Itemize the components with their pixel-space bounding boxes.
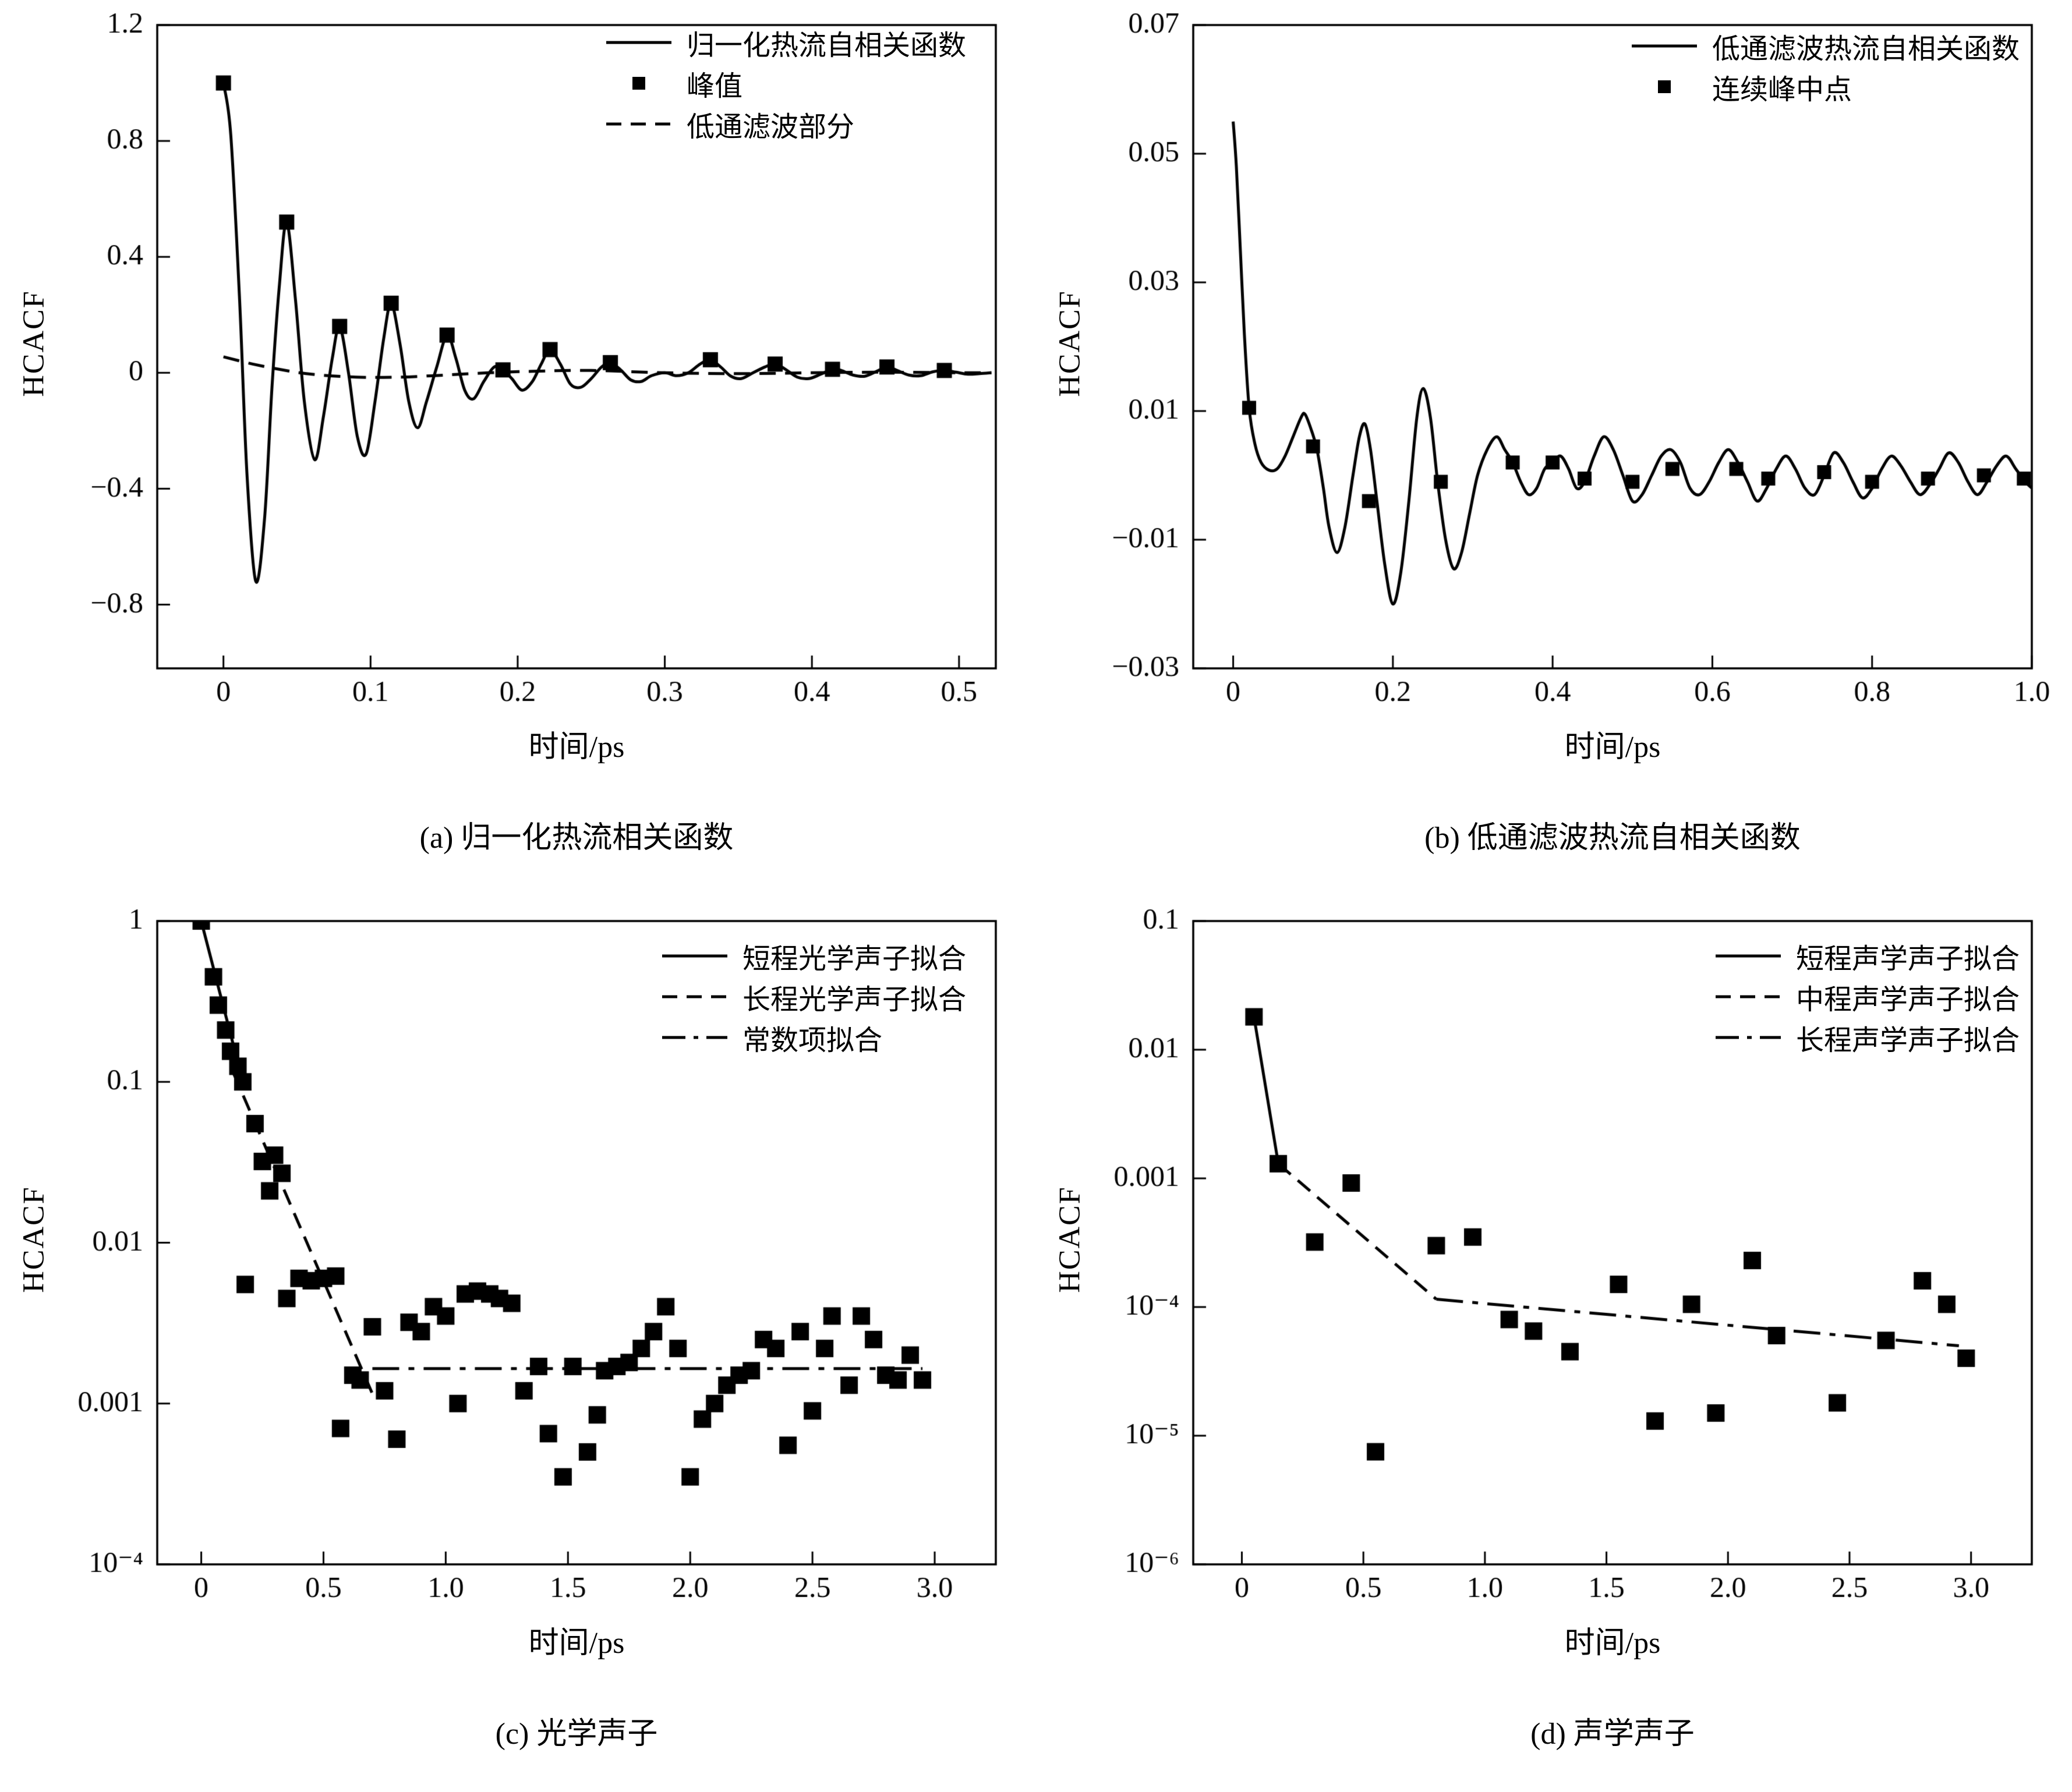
- panel-b: HCACF 时间/ps (b) 低通滤波热流自相关函数 低通滤波热流自相关函数 …: [1036, 0, 2072, 896]
- panel-b-legend: 低通滤波热流自相关函数 连续峰中点: [1629, 28, 2020, 105]
- panel-d-legend: 短程声学声子拟合 中程声学声子拟合 长程声学声子拟合: [1713, 938, 2020, 1056]
- legend-label: 短程光学声子拟合: [742, 944, 966, 975]
- solid-line-sample-icon: [1715, 954, 1781, 958]
- panel-a: HCACF 时间/ps (a) 归一化热流相关函数 归一化热流自相关函数 峰值 …: [0, 0, 1036, 896]
- legend-item: 低通滤波热流自相关函数: [1629, 28, 2020, 65]
- chart-a-canvas: [12, 5, 1025, 767]
- panel-c: HCACF 时间/ps (c) 光学声子 短程光学声子拟合 长程光学声子拟合 常…: [0, 896, 1036, 1792]
- legend-label: 短程声学声子拟合: [1795, 944, 2020, 975]
- chart-c-canvas: [12, 901, 1025, 1663]
- legend-label: 峰值: [686, 71, 742, 102]
- legend-item: 低通滤波部分: [604, 106, 966, 143]
- legend-label: 长程声学声子拟合: [1795, 1025, 2020, 1056]
- dashdot-line-sample-icon: [662, 1036, 727, 1039]
- legend-item: 中程声学声子拟合: [1713, 979, 2020, 1015]
- panel-d-y-axis-title: HCACF: [1053, 1186, 1087, 1293]
- legend-item: 归一化热流自相关函数: [604, 24, 966, 61]
- legend-item: 长程光学声子拟合: [660, 979, 966, 1015]
- panel-b-caption: (b) 低通滤波热流自相关函数: [1424, 821, 1801, 855]
- panel-c-x-axis-title: 时间/ps: [528, 1627, 625, 1660]
- dashed-line-sample-icon: [662, 995, 727, 998]
- square-marker-sample-icon: [1657, 80, 1671, 93]
- solid-line-sample-icon: [606, 41, 671, 44]
- legend-label: 中程声学声子拟合: [1795, 984, 2020, 1015]
- panel-b-x-axis-title: 时间/ps: [1564, 731, 1661, 764]
- panel-a-y-axis-title: HCACF: [17, 290, 51, 397]
- panel-c-y-axis-title: HCACF: [17, 1186, 51, 1293]
- panel-c-caption: (c) 光学声子: [495, 1717, 658, 1751]
- solid-line-sample-icon: [662, 954, 727, 958]
- legend-label: 归一化热流自相关函数: [686, 30, 966, 61]
- panel-a-x-axis-title: 时间/ps: [528, 731, 625, 764]
- legend-label: 低通滤波部分: [686, 112, 854, 143]
- panel-b-y-axis-title: HCACF: [1053, 290, 1087, 397]
- legend-label: 连续峰中点: [1712, 75, 1852, 105]
- legend-label: 低通滤波热流自相关函数: [1712, 34, 2020, 65]
- legend-label: 长程光学声子拟合: [742, 984, 966, 1015]
- dashed-line-sample-icon: [606, 122, 671, 126]
- legend-label: 常数项拟合: [742, 1025, 882, 1056]
- legend-item: 短程声学声子拟合: [1713, 938, 2020, 975]
- legend-item: 峰值: [604, 65, 966, 102]
- square-marker-sample-icon: [632, 77, 645, 90]
- legend-item: 连续峰中点: [1629, 69, 2020, 105]
- chart-d-canvas: [1048, 901, 2061, 1663]
- panel-c-legend: 短程光学声子拟合 长程光学声子拟合 常数项拟合: [660, 938, 966, 1056]
- legend-item: 常数项拟合: [660, 1019, 966, 1056]
- panel-a-caption: (a) 归一化热流相关函数: [419, 821, 734, 855]
- chart-b-canvas: [1048, 5, 2061, 767]
- panel-d: HCACF 时间/ps (d) 声学声子 短程声学声子拟合 中程声学声子拟合 长…: [1036, 896, 2072, 1792]
- solid-line-sample-icon: [1631, 44, 1697, 48]
- legend-item: 短程光学声子拟合: [660, 938, 966, 975]
- panel-d-caption: (d) 声学声子: [1530, 1717, 1695, 1751]
- dashdot-line-sample-icon: [1715, 1036, 1781, 1039]
- legend-item: 长程声学声子拟合: [1713, 1019, 2020, 1056]
- panel-d-x-axis-title: 时间/ps: [1564, 1627, 1661, 1660]
- dashed-line-sample-icon: [1715, 995, 1781, 998]
- panel-a-legend: 归一化热流自相关函数 峰值 低通滤波部分: [604, 24, 966, 143]
